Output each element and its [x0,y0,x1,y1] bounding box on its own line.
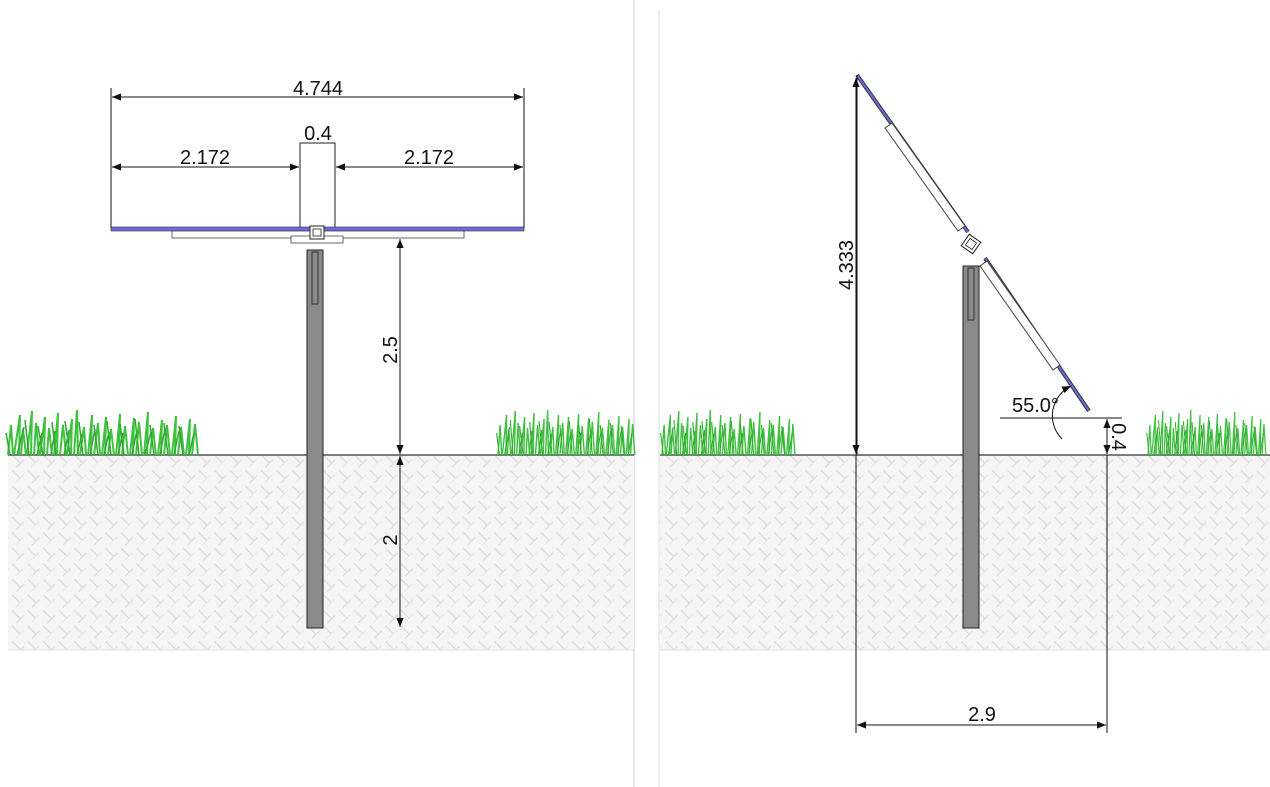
label-edge-clearance: 0.4 [1107,423,1129,451]
grass-right-b [1145,409,1267,456]
center-tube-box [299,142,336,229]
angle-arc [1051,385,1072,440]
front-view: 4.744 2.172 2.172 0.4 2.5 2 [5,78,636,651]
side-view: 4.333 55.0° 0.4 2.9 [659,73,1270,733]
front-post [306,249,324,629]
label-left-wing: 2.172 [180,147,230,169]
side-bearing-inner [964,237,978,251]
label-height-above-ground: 2.5 [380,336,402,364]
side-panel-rail-lower [979,260,1061,371]
label-embed-depth: 2 [380,534,402,545]
label-post-width: 0.4 [304,123,332,145]
grass-left-a [5,409,199,456]
label-total-height: 4.333 [836,240,858,290]
label-horizontal-span: 2.9 [968,704,996,726]
side-post [962,265,980,629]
label-tilt-angle: 55.0° [1012,395,1059,417]
side-post-slot [967,267,975,321]
grass-left-b [495,409,636,456]
side-panel-rail-upper [884,122,966,232]
label-right-wing: 2.172 [404,147,454,169]
front-post-slot [311,251,319,305]
label-overall-width: 4.744 [293,78,343,100]
front-bearing-inner [312,228,322,237]
grass-right-a [659,409,796,456]
